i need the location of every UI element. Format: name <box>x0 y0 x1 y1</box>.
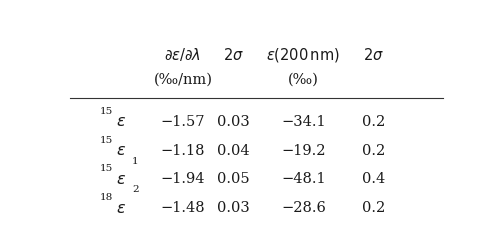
Text: 15: 15 <box>100 136 113 145</box>
Text: 0.4: 0.4 <box>362 172 385 187</box>
Text: $2\sigma$: $2\sigma$ <box>223 47 244 63</box>
Text: 18: 18 <box>100 193 113 202</box>
Text: $\varepsilon(200\,\mathrm{nm})$: $\varepsilon(200\,\mathrm{nm})$ <box>267 46 340 64</box>
Text: $\varepsilon$: $\varepsilon$ <box>116 142 126 159</box>
Text: −34.1: −34.1 <box>281 115 326 129</box>
Text: −28.6: −28.6 <box>281 201 326 215</box>
Text: 15: 15 <box>100 107 113 116</box>
Text: −1.18: −1.18 <box>161 144 205 158</box>
Text: 0.03: 0.03 <box>217 115 250 129</box>
Text: $\varepsilon$: $\varepsilon$ <box>116 171 126 188</box>
Text: 2: 2 <box>132 186 139 194</box>
Text: −19.2: −19.2 <box>281 144 326 158</box>
Text: 0.04: 0.04 <box>217 144 250 158</box>
Text: −48.1: −48.1 <box>281 172 326 187</box>
Text: −1.94: −1.94 <box>161 172 205 187</box>
Text: 0.2: 0.2 <box>362 115 385 129</box>
Text: 0.2: 0.2 <box>362 144 385 158</box>
Text: 0.05: 0.05 <box>217 172 250 187</box>
Text: −1.57: −1.57 <box>161 115 205 129</box>
Text: 15: 15 <box>100 164 113 173</box>
Text: 0.2: 0.2 <box>362 201 385 215</box>
Text: $\varepsilon$: $\varepsilon$ <box>116 200 126 217</box>
Text: $\varepsilon$: $\varepsilon$ <box>116 113 126 130</box>
Text: (‰/nm): (‰/nm) <box>153 73 212 87</box>
Text: $\partial\varepsilon/\partial\lambda$: $\partial\varepsilon/\partial\lambda$ <box>164 46 201 63</box>
Text: 1: 1 <box>132 157 139 166</box>
Text: (‰): (‰) <box>288 73 319 87</box>
Text: −1.48: −1.48 <box>161 201 205 215</box>
Text: 0.03: 0.03 <box>217 201 250 215</box>
Text: $2\sigma$: $2\sigma$ <box>363 47 384 63</box>
